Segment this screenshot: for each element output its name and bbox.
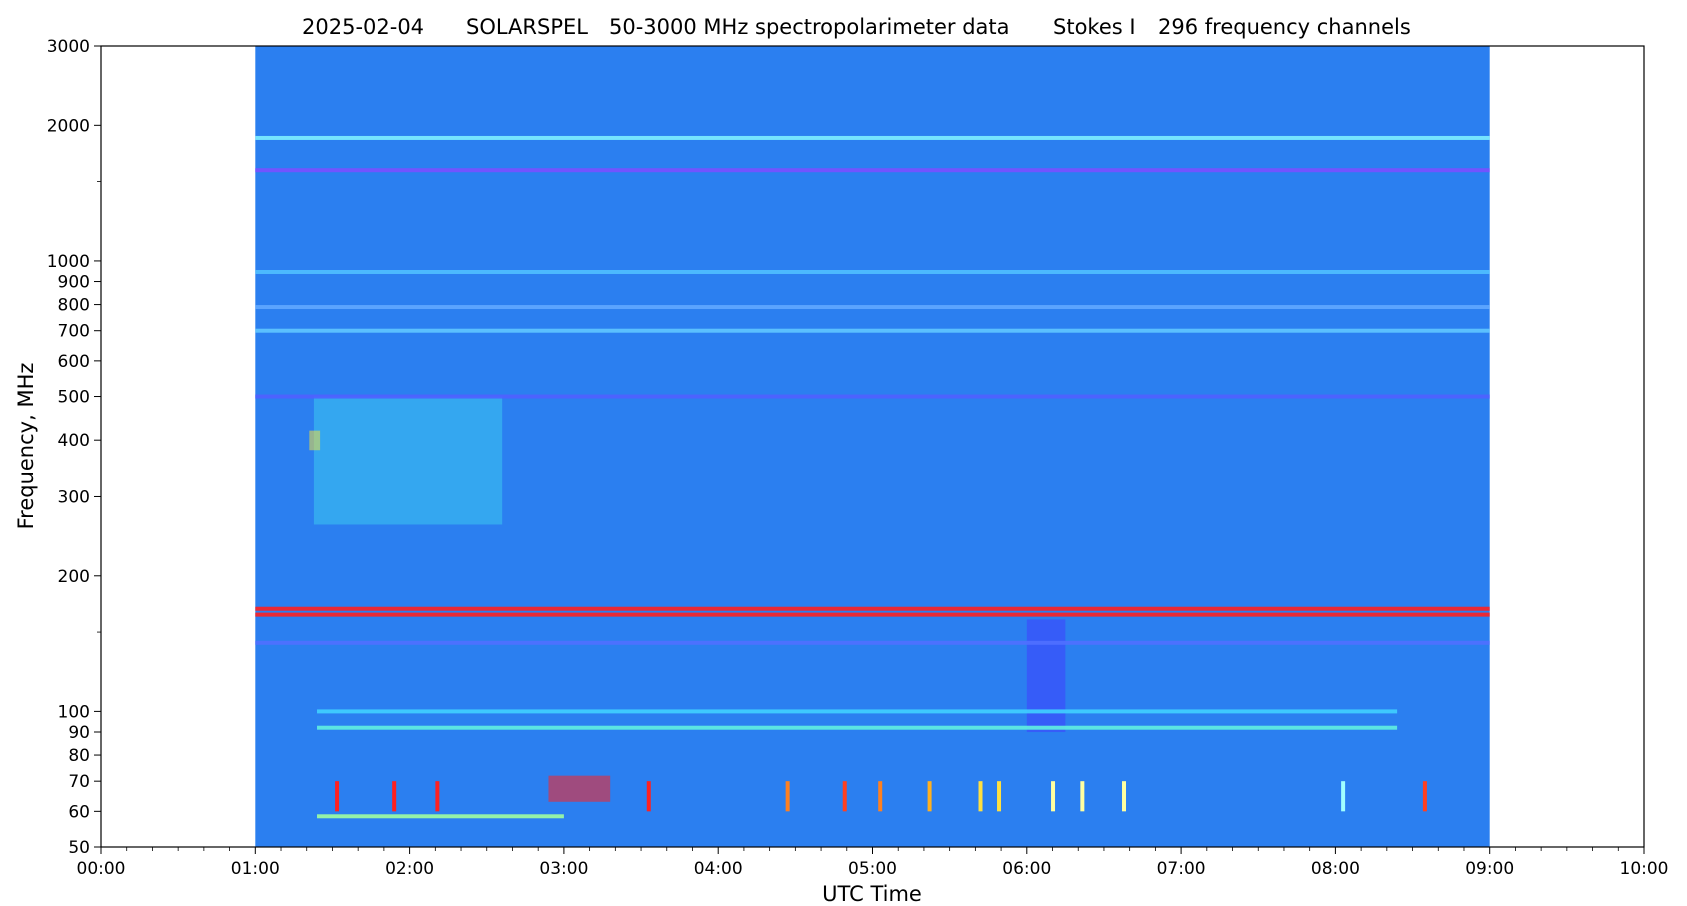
burst-mark xyxy=(1122,781,1127,812)
x-tick-label: 08:00 xyxy=(1311,859,1360,879)
burst-mark xyxy=(435,781,440,812)
y-tick-label: 900 xyxy=(58,273,90,293)
x-tick-label: 06:00 xyxy=(1002,859,1051,879)
y-axis-label: Frequency, MHz xyxy=(14,363,38,530)
interference-line xyxy=(255,640,1490,645)
bright-region xyxy=(313,396,503,525)
x-tick-label: 05:00 xyxy=(848,859,897,879)
x-tick-label: 07:00 xyxy=(1157,859,1206,879)
interference-line xyxy=(255,612,1490,617)
y-tick-label: 500 xyxy=(58,388,90,408)
x-tick-label: 00:00 xyxy=(77,859,126,879)
interference-line xyxy=(255,305,1490,310)
burst-mark xyxy=(392,781,397,812)
y-tick-label: 300 xyxy=(58,487,90,507)
interference-line xyxy=(255,168,1490,173)
y-tick-label: 200 xyxy=(58,567,90,587)
y-tick-label: 80 xyxy=(68,746,90,766)
burst-mark xyxy=(1422,781,1427,812)
y-tick-label: 50 xyxy=(68,838,90,858)
x-tick-label: 09:00 xyxy=(1465,859,1514,879)
burst-mark xyxy=(335,781,340,812)
burst-mark xyxy=(1341,781,1346,812)
title-date: 2025-02-04 xyxy=(302,15,424,39)
bright-region xyxy=(309,430,321,451)
y-tick-label: 100 xyxy=(58,702,90,722)
x-tick-label: 02:00 xyxy=(385,859,434,879)
burst-mark xyxy=(785,781,790,812)
interference-line xyxy=(317,709,1398,714)
burst-mark xyxy=(978,781,983,812)
title-stokes: Stokes I xyxy=(1053,15,1136,39)
burst-mark xyxy=(1051,781,1056,812)
y-tick-label: 90 xyxy=(68,723,90,743)
title-instrument: SOLARSPEL xyxy=(466,15,588,39)
interference-line xyxy=(255,606,1490,611)
interference-line xyxy=(255,394,1490,399)
interference-line xyxy=(255,269,1490,274)
burst-mark xyxy=(878,781,883,812)
x-axis-label: UTC Time xyxy=(822,882,922,906)
y-tick-label: 60 xyxy=(68,802,90,822)
interference-line xyxy=(255,135,1490,140)
burst-mark xyxy=(1080,781,1085,812)
y-tick-label: 70 xyxy=(68,772,90,792)
burst-mark xyxy=(927,781,932,812)
heatmap-layer xyxy=(255,46,1490,847)
y-tick-label: 2000 xyxy=(47,116,90,136)
interference-line xyxy=(317,814,564,819)
x-tick-label: 10:00 xyxy=(1620,859,1669,879)
y-tick-label: 3000 xyxy=(47,37,90,57)
title-description: 50-3000 MHz spectropolarimeter data xyxy=(609,15,1010,39)
bright-region xyxy=(548,775,611,802)
y-tick-label: 400 xyxy=(58,431,90,451)
y-tick-label: 1000 xyxy=(47,252,90,272)
y-tick-label: 700 xyxy=(58,322,90,342)
y-tick-label: 800 xyxy=(58,296,90,316)
y-tick-label: 600 xyxy=(58,352,90,372)
burst-mark xyxy=(842,781,847,812)
burst-mark xyxy=(646,781,651,812)
bright-region xyxy=(1026,619,1066,733)
x-tick-label: 03:00 xyxy=(539,859,588,879)
interference-line xyxy=(255,328,1490,333)
interference-line xyxy=(317,725,1398,730)
x-tick-label: 04:00 xyxy=(694,859,743,879)
plot-area xyxy=(255,46,1490,847)
x-tick-label: 01:00 xyxy=(231,859,280,879)
x-axis: 00:00 01:00 02:00 03:00 04:00 05:00 06:00 07:00… xyxy=(77,847,1669,879)
burst-mark xyxy=(997,781,1002,812)
title-channels: 296 frequency channels xyxy=(1158,15,1411,39)
